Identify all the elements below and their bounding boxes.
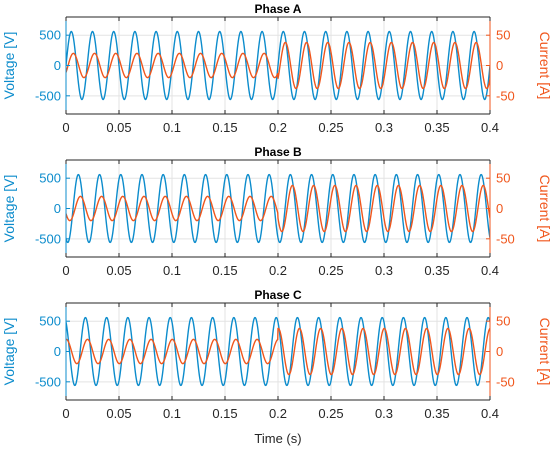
x-tick-label: 0 [62,263,69,278]
panel-2: 0 0.05 0.1 0.15 0.2 0.25 0.3 0.35 0.4-5000500-50… [1,145,550,278]
y-axis-label-right: Current [A] [537,175,550,243]
x-tick-label: 0.35 [424,406,449,421]
x-tick-label: 0.4 [481,406,499,421]
voltage-series-line [66,30,490,101]
panel-title: Phase B [254,145,302,159]
y-axis-label-left: Voltage [V] [1,175,17,243]
x-tick-label: 0.15 [212,263,237,278]
y-tick-label-left: 0 [54,344,61,359]
y-tick-label-right: 0 [496,58,503,73]
y-tick-label-left: 500 [39,171,61,186]
y-tick-label-right: 50 [496,28,510,43]
x-tick-label: 0.3 [375,263,393,278]
x-tick-label: 0.3 [375,120,393,135]
x-tick-label: 0.25 [318,263,343,278]
current-series-line [66,41,490,90]
x-tick-label: 0.4 [481,263,499,278]
y-tick-label-right: -50 [496,374,515,389]
y-tick-label-right: 0 [496,201,503,216]
x-tick-label: 0.2 [269,263,287,278]
x-tick-label: 0.35 [424,263,449,278]
x-tick-label: 0.05 [106,263,131,278]
voltage-series-line [66,173,490,244]
x-tick-label: 0.4 [481,120,499,135]
panel-1: 0 0.05 0.1 0.15 0.2 0.25 0.3 0.35 0.4-5000500-50… [1,2,550,135]
y-tick-label-right: 0 [496,344,503,359]
y-tick-label-left: 0 [54,201,61,216]
y-tick-label-right: 50 [496,171,510,186]
x-tick-label: 0.25 [318,406,343,421]
current-series-line [66,184,490,233]
y-tick-label-left: 500 [39,28,61,43]
y-axis-label-left: Voltage [V] [1,32,17,100]
panel-title: Phase C [254,288,302,302]
x-tick-label: 0.15 [212,120,237,135]
panel-title: Phase A [255,2,302,16]
panel-3: 0 0.05 0.1 0.15 0.2 0.25 0.3 0.35 0.4-5000500-50… [1,288,550,421]
x-tick-label: 0 [62,406,69,421]
x-tick-label: 0.1 [163,263,181,278]
voltage-series-line [66,316,490,387]
x-tick-label: 0.3 [375,406,393,421]
x-tick-label: 0.2 [269,406,287,421]
x-tick-label: 0.05 [106,406,131,421]
y-axis-label-right: Current [A] [537,318,550,386]
y-axis-label-right: Current [A] [537,32,550,100]
x-tick-label: 0 [62,120,69,135]
x-tick-label: 0.25 [318,120,343,135]
current-series-line [66,327,490,376]
y-tick-label-right: -50 [496,88,515,103]
y-tick-label-left: -500 [35,231,61,246]
x-tick-label: 0.1 [163,406,181,421]
x-tick-label: 0.15 [212,406,237,421]
y-tick-label-left: -500 [35,374,61,389]
y-tick-label-left: 0 [54,58,61,73]
y-tick-label-left: 500 [39,314,61,329]
y-tick-label-left: -500 [35,88,61,103]
x-tick-label: 0.2 [269,120,287,135]
y-tick-label-right: -50 [496,231,515,246]
y-axis-label-left: Voltage [V] [1,318,17,386]
x-tick-label: 0.35 [424,120,449,135]
x-tick-label: 0.1 [163,120,181,135]
x-axis-label: Time (s) [254,431,301,446]
y-tick-label-right: 50 [496,314,510,329]
x-tick-label: 0.05 [106,120,131,135]
